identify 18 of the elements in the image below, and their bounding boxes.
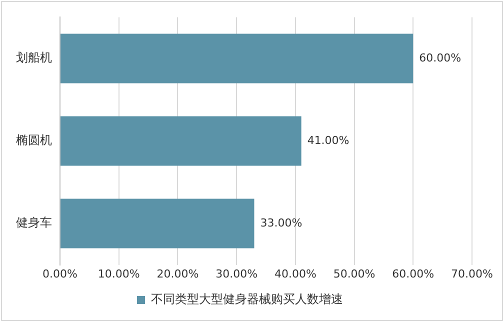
bar: [60, 198, 254, 248]
x-tick-label: 50.00%: [333, 267, 376, 280]
y-tick-label: 健身车: [16, 216, 52, 230]
x-tick-label: 0.00%: [42, 267, 78, 280]
data-label: 60.00%: [419, 51, 462, 64]
x-tick-label: 30.00%: [216, 267, 258, 280]
y-tick-label: 划船机: [16, 50, 52, 65]
x-tick-label: 70.00%: [451, 267, 493, 280]
x-tick-label: 60.00%: [392, 267, 434, 280]
y-tick-label: 椭圆机: [16, 133, 52, 148]
x-tick-label: 40.00%: [274, 267, 316, 280]
data-label: 33.00%: [260, 216, 302, 230]
x-tick-label: 20.00%: [156, 267, 199, 280]
bar: [60, 116, 302, 166]
bar: [60, 34, 414, 84]
legend-label: 不同类型大型健身器械购买人数增速: [151, 292, 343, 306]
x-tick-label: 10.00%: [98, 267, 140, 280]
data-label: 41.00%: [307, 134, 350, 147]
